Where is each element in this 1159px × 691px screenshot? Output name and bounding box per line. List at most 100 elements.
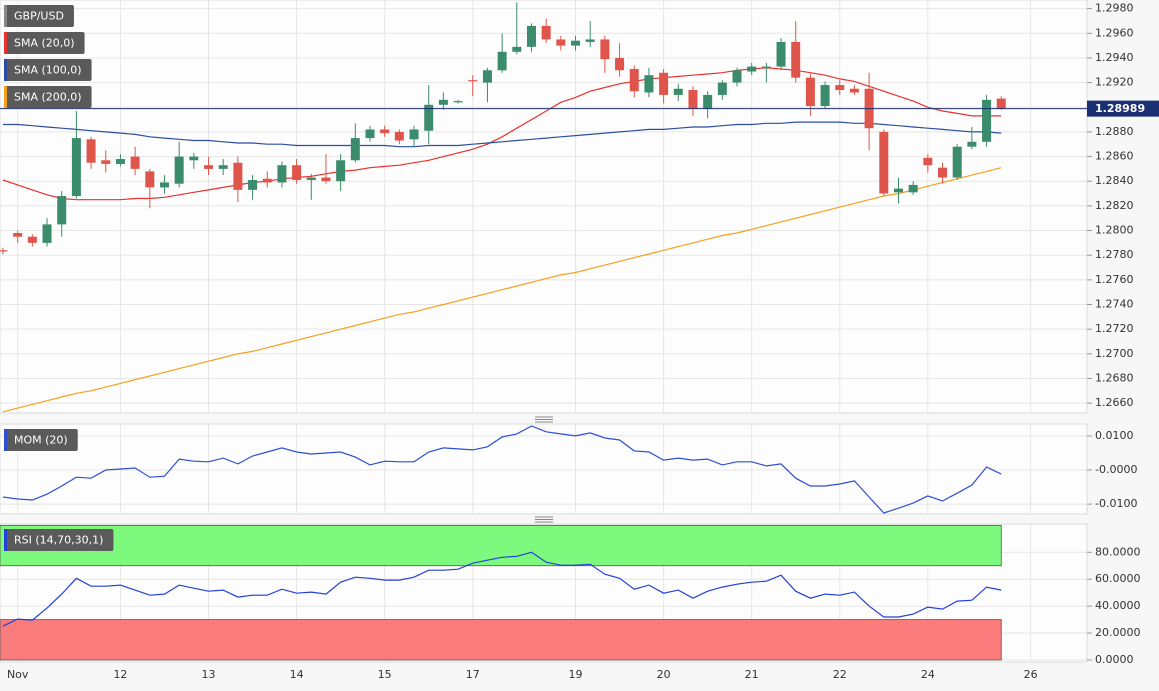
y-tick-label: 1.2760 xyxy=(1095,273,1134,286)
last-price-box xyxy=(1087,100,1159,117)
candle-body xyxy=(673,88,683,95)
indicator-line xyxy=(2,167,1002,413)
candle-body xyxy=(849,88,859,93)
candle-body xyxy=(644,75,654,93)
legend-swatch xyxy=(4,59,7,81)
candle-body xyxy=(835,85,845,90)
x-tick-label: 14 xyxy=(290,668,304,681)
candle-body xyxy=(879,131,889,194)
y-tick-label: 1.2880 xyxy=(1095,125,1134,138)
candle-body xyxy=(233,162,243,190)
candle-body xyxy=(585,39,595,42)
candle-body xyxy=(101,160,111,164)
candle-body xyxy=(541,25,551,40)
legend-box xyxy=(4,86,92,108)
legend-label: MOM (20) xyxy=(14,434,68,447)
candle-body xyxy=(409,129,419,140)
candle-body xyxy=(820,85,830,107)
x-tick-label: 12 xyxy=(113,668,127,681)
mom-panel xyxy=(0,423,1088,515)
candle-body xyxy=(204,165,214,169)
x-tick-label: 13 xyxy=(202,668,216,681)
candle-body xyxy=(747,66,757,72)
legend-label: SMA (200,0) xyxy=(14,91,82,104)
candle-body xyxy=(350,138,360,161)
candle-body xyxy=(512,46,522,52)
candle-body xyxy=(967,141,977,147)
candle-body xyxy=(218,165,228,169)
rsi-band xyxy=(0,619,1002,661)
legend-item: SMA (200,0) xyxy=(4,86,92,108)
candle-body xyxy=(453,101,463,103)
resize-handle[interactable] xyxy=(535,516,553,523)
y-tick-label: 1.2780 xyxy=(1095,248,1134,261)
x-tick-label: 15 xyxy=(378,668,392,681)
legend-label: SMA (100,0) xyxy=(14,64,82,77)
y-tick-label: 20.0000 xyxy=(1095,626,1141,639)
candle-body xyxy=(732,70,742,83)
candle-body xyxy=(982,99,992,142)
candle-body xyxy=(497,51,507,71)
candle-body xyxy=(292,165,302,180)
candle-body xyxy=(659,72,669,95)
indicator-line xyxy=(2,551,1002,627)
legend-label: RSI (14,70,30,1) xyxy=(14,534,103,547)
candle-body xyxy=(424,104,434,131)
candle-body xyxy=(526,25,536,47)
candle-body xyxy=(952,146,962,178)
candle-body xyxy=(145,171,155,188)
legend-swatch xyxy=(4,32,7,54)
legend-item: MOM (20) xyxy=(4,429,78,451)
main-panel xyxy=(0,0,1088,414)
candle-body xyxy=(365,129,375,139)
last-price-label: 1.28989 xyxy=(1095,102,1145,115)
x-tick-label: Nov xyxy=(7,668,29,681)
candle-body xyxy=(115,159,125,164)
x-tick-label: 20 xyxy=(657,668,671,681)
candle-body xyxy=(629,69,639,92)
candle-body xyxy=(438,99,448,105)
candle-body xyxy=(71,138,81,197)
legend-box xyxy=(4,529,114,551)
y-tick-label: 1.2700 xyxy=(1095,347,1134,360)
x-tick-label: 17 xyxy=(466,668,480,681)
y-tick-label: 40.0000 xyxy=(1095,599,1141,612)
candle-body xyxy=(468,80,478,82)
indicator-line xyxy=(3,121,1002,148)
candle-body xyxy=(13,233,23,237)
candle-body xyxy=(923,157,933,166)
candle-body xyxy=(996,98,1006,109)
legend-item: SMA (20,0) xyxy=(4,32,85,54)
x-tick-label: 19 xyxy=(569,668,583,681)
y-tick-label: 0.0100 xyxy=(1095,429,1134,442)
legend-swatch xyxy=(4,429,7,451)
candle-body xyxy=(761,66,771,68)
legend-box xyxy=(4,59,92,81)
y-tick-label: 1.2680 xyxy=(1095,371,1134,384)
resize-handle[interactable] xyxy=(535,416,553,423)
legend-item: GBP/USD xyxy=(4,5,74,27)
candle-body xyxy=(321,177,331,182)
candle-body xyxy=(776,41,786,67)
candle-body xyxy=(42,224,52,243)
candle-body xyxy=(130,156,140,169)
candle-body xyxy=(27,236,37,243)
candle-body xyxy=(805,77,815,107)
candle-body xyxy=(86,139,96,163)
legend-label: SMA (20,0) xyxy=(14,37,75,50)
candle-body xyxy=(482,70,492,83)
candle-body xyxy=(908,184,918,193)
y-tick-label: 60.0000 xyxy=(1095,572,1141,585)
x-tick-label: 26 xyxy=(1024,668,1038,681)
legend-item: SMA (100,0) xyxy=(4,59,92,81)
y-tick-label: 80.0000 xyxy=(1095,545,1141,558)
x-tick-label: 24 xyxy=(921,668,935,681)
indicator-line xyxy=(2,425,1002,514)
rsi-band xyxy=(0,524,1002,567)
candle-body xyxy=(57,196,67,225)
candle-body xyxy=(380,129,390,134)
legend-item: RSI (14,70,30,1) xyxy=(4,529,114,551)
y-tick-label: 1.2860 xyxy=(1095,150,1134,163)
legend-label: GBP/USD xyxy=(14,10,64,23)
